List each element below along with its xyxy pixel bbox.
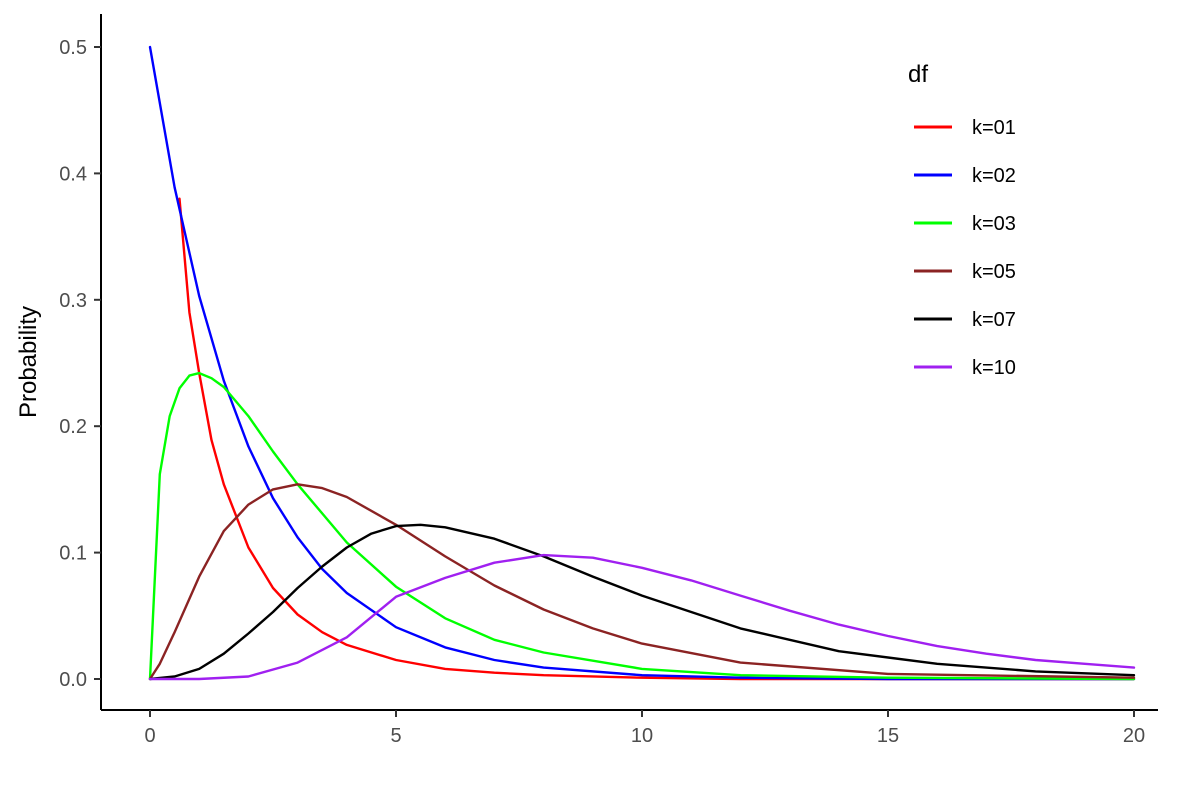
- series-line-k=01: [178, 197, 1136, 681]
- legend-label: k=01: [972, 117, 1016, 139]
- x-ticks: 0 5 10 15 20: [144, 710, 1145, 747]
- x-tick-label: 0: [144, 725, 155, 747]
- legend-label: k=05: [972, 261, 1016, 283]
- legend-item: k=07: [914, 309, 1016, 331]
- legend: k=01 k=02 k=03 k=05 k=07 k=10: [914, 117, 1016, 379]
- x-tick-label: 20: [1123, 725, 1145, 747]
- series-line-k=03: [148, 371, 1136, 681]
- x-tick-label: 10: [631, 725, 653, 747]
- series-line-k=10: [148, 553, 1136, 681]
- legend-label: k=02: [972, 165, 1016, 187]
- y-tick-label: 0.5: [59, 37, 87, 59]
- x-tick-label: 5: [390, 725, 401, 747]
- legend-item: k=05: [914, 261, 1016, 283]
- series-line-k=05: [148, 483, 1136, 681]
- y-axis-title: Probability: [15, 306, 42, 418]
- y-tick-label: 0.4: [59, 163, 87, 185]
- x-tick-label: 15: [877, 725, 899, 747]
- legend-item: k=01: [914, 117, 1016, 139]
- legend-label: k=10: [972, 357, 1016, 379]
- series-line-k=07: [148, 523, 1136, 681]
- series-line-k=02: [148, 45, 1136, 681]
- legend-item: k=10: [914, 357, 1016, 379]
- legend-label: k=07: [972, 309, 1016, 331]
- plot-lines: [148, 45, 1136, 681]
- legend-item: k=02: [914, 165, 1016, 187]
- y-ticks: 0.0 0.1 0.2 0.3 0.4 0.5: [59, 37, 101, 691]
- y-tick-label: 0.3: [59, 290, 87, 312]
- y-tick-label: 0.0: [59, 669, 87, 691]
- y-tick-label: 0.2: [59, 416, 87, 438]
- y-tick-label: 0.1: [59, 543, 87, 565]
- legend-item: k=03: [914, 213, 1016, 235]
- legend-title: df: [908, 61, 928, 88]
- legend-label: k=03: [972, 213, 1016, 235]
